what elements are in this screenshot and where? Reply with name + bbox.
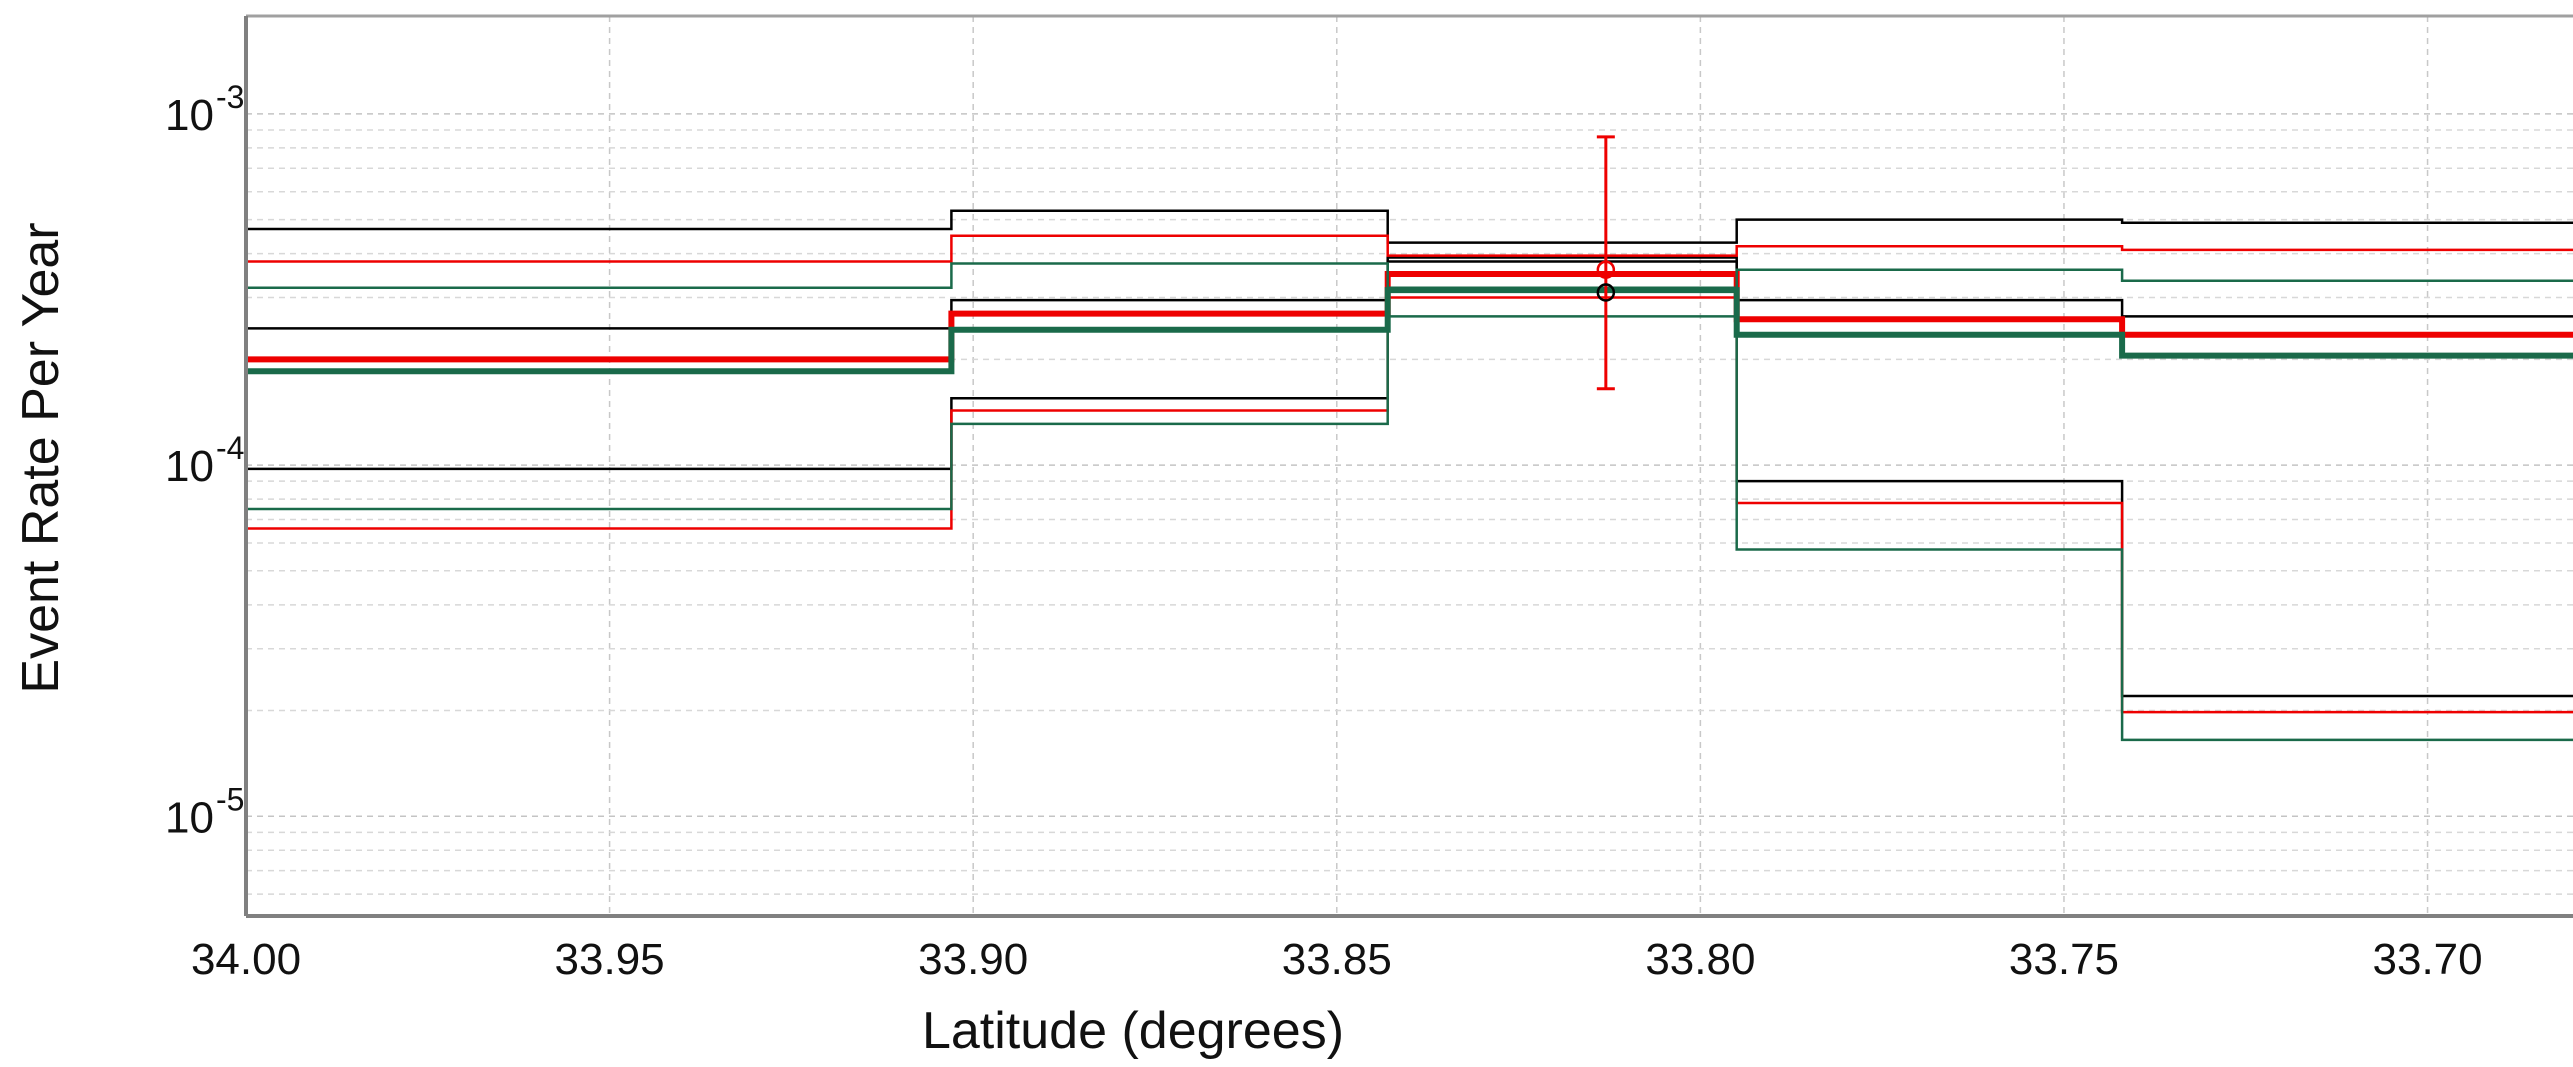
x-axis-title: Latitude (degrees): [922, 1002, 1344, 1060]
y-tick-label: 10: [165, 91, 214, 140]
error-bars: [1596, 135, 1616, 391]
series-line-4: [246, 234, 2573, 263]
data-point-marker-2: [1596, 283, 1616, 302]
series-line-9: [246, 286, 2573, 742]
x-tick-label: 33.85: [1282, 935, 1392, 984]
axes: [244, 14, 2573, 918]
x-tick-label: 33.75: [2009, 935, 2119, 984]
series-line-8: [246, 287, 2573, 375]
x-tick-label: 33.80: [1645, 935, 1755, 984]
series-line-7: [246, 262, 2573, 318]
x-tick-label: 33.95: [555, 935, 665, 984]
grid: [245, 16, 2573, 916]
data-point-marker-1: [1596, 260, 1616, 279]
y-tick-exponent: -4: [216, 430, 244, 466]
y-tick-label: 10: [165, 442, 214, 491]
series-group: [246, 209, 2573, 742]
x-tick-label: 33.70: [2373, 935, 2483, 984]
y-tick-exponent: -5: [216, 781, 244, 817]
series-line-1: [246, 209, 2573, 244]
plot-area: [246, 16, 2573, 916]
y-tick-label: 10: [165, 793, 214, 842]
y-tick-exponent: -3: [216, 79, 244, 115]
x-tick-label: 34.00: [191, 935, 301, 984]
x-tick-label: 33.90: [918, 935, 1028, 984]
y-axis-title: Event Rate Per Year: [12, 222, 70, 693]
